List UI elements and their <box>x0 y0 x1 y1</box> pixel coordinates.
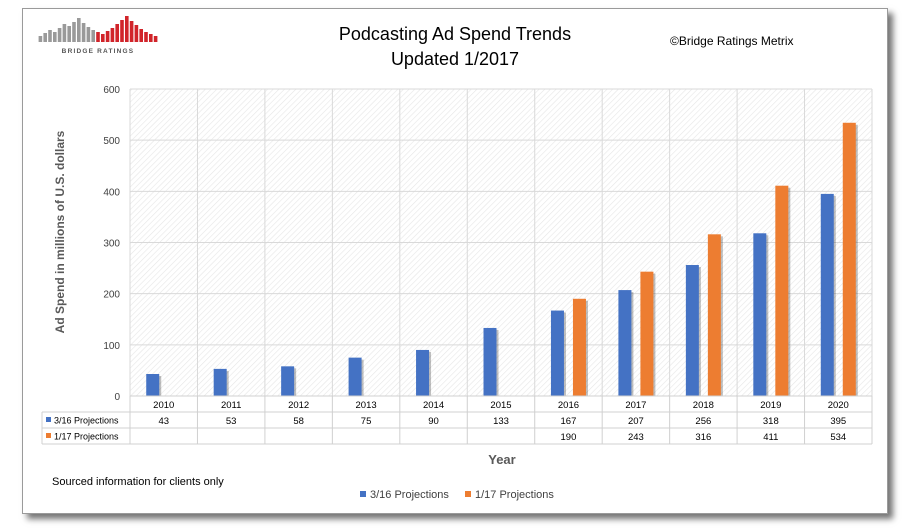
y-tick-label: 0 <box>114 392 120 403</box>
bar-series-2-2016 <box>572 298 586 396</box>
x-tick-label: 2015 <box>490 400 511 411</box>
logo-bar <box>96 32 100 42</box>
bar-series-1-2018 <box>685 265 699 396</box>
bar-series-1-2020 <box>820 193 834 396</box>
chart-title-line1: Podcasting Ad Spend Trends <box>338 24 572 44</box>
legend-swatch-series-1 <box>360 491 366 497</box>
logo-bar <box>153 36 158 42</box>
logo-bar <box>105 31 110 42</box>
bridge-ratings-logo: BRIDGE RATINGS <box>38 16 158 55</box>
data-label: 318 <box>763 416 779 427</box>
x-tick-label: 2011 <box>221 400 241 411</box>
logo-bar <box>48 30 52 42</box>
y-tick-label: 500 <box>103 136 120 147</box>
bar-series-2-2020 <box>842 122 856 397</box>
bar-series-2-2018 <box>707 234 721 396</box>
logo-bar <box>53 32 57 42</box>
y-tick-label: 100 <box>103 341 120 352</box>
bar-series-1-2017 <box>618 290 632 396</box>
logo-bar <box>129 21 134 42</box>
logo-bar <box>81 23 86 42</box>
data-label: 75 <box>361 416 372 427</box>
y-axis-label: Ad Spend in millions of U.S. dollars <box>53 130 67 334</box>
logo-bar <box>134 25 139 42</box>
logo-bar <box>120 20 124 42</box>
bar-series-1-2019 <box>753 233 767 396</box>
logo-bar <box>139 29 143 42</box>
bar-series-1-2013 <box>348 357 362 396</box>
bar-series-2-2019 <box>775 185 789 396</box>
logo-bar <box>67 26 71 42</box>
x-axis-label: Year <box>488 452 516 467</box>
y-tick-label: 300 <box>103 239 120 250</box>
legend-item-series-2: 1/17 Projections <box>465 489 554 501</box>
data-label: 90 <box>428 416 439 427</box>
data-label: 395 <box>830 416 846 427</box>
data-label: 190 <box>561 432 577 443</box>
x-tick-label: 2010 <box>153 400 174 411</box>
data-label: 243 <box>628 432 644 443</box>
y-tick-label: 400 <box>103 187 120 198</box>
logo-bar <box>144 32 148 42</box>
legend-label-series-1: 3/16 Projections <box>370 489 449 501</box>
bar-series-1-2014 <box>416 349 430 396</box>
legend-swatch-series-2 <box>465 491 471 497</box>
bar-series-1-2010 <box>146 373 160 396</box>
data-label: 53 <box>226 416 237 427</box>
data-label: 534 <box>830 432 846 443</box>
logo-bar <box>43 33 47 42</box>
bar-series-1-2016 <box>550 310 564 396</box>
data-label: 167 <box>561 416 577 427</box>
x-tick-label: 2016 <box>558 400 579 411</box>
y-tick-label: 600 <box>103 85 120 96</box>
bar-series-1-2011 <box>213 368 227 396</box>
logo-bar <box>125 16 129 42</box>
logo-bar <box>115 24 119 42</box>
legend-label-series-2: 1/17 Projections <box>475 489 554 501</box>
x-tick-label: 2019 <box>760 400 781 411</box>
data-label: 133 <box>493 416 509 427</box>
x-tick-label: 2020 <box>828 400 849 411</box>
logo-bar <box>101 34 105 42</box>
bar-series-1-2015 <box>483 327 497 396</box>
x-tick-label: 2012 <box>288 400 309 411</box>
data-label: 58 <box>293 416 304 427</box>
chart-title: Podcasting Ad Spend Trends Updated 1/201… <box>305 22 605 72</box>
data-label: 256 <box>695 416 711 427</box>
table-legend-key <box>46 433 51 438</box>
chart-title-line2: Updated 1/2017 <box>390 49 520 69</box>
data-label: 43 <box>158 416 169 427</box>
copyright-text: ©Bridge Ratings Metrix <box>670 34 794 48</box>
logo-bar <box>38 36 43 42</box>
legend-item-series-1: 3/16 Projections <box>360 489 449 501</box>
y-tick-label: 200 <box>103 290 120 301</box>
logo-text: BRIDGE RATINGS <box>62 48 135 55</box>
x-tick-label: 2014 <box>423 400 444 411</box>
logo-bar <box>110 28 115 42</box>
logo-bar <box>149 34 153 42</box>
x-tick-label: 2013 <box>356 400 377 411</box>
logo-bar <box>86 27 91 42</box>
bar-series-1-2012 <box>281 366 295 396</box>
source-note: Sourced information for clients only <box>52 476 224 488</box>
logo-bar <box>91 30 95 42</box>
logo-bar <box>77 18 81 42</box>
x-tick-label: 2018 <box>693 400 714 411</box>
table-legend-key <box>46 417 51 422</box>
data-label: 316 <box>695 432 711 443</box>
data-label: 207 <box>628 416 644 427</box>
x-tick-label: 2017 <box>625 400 646 411</box>
logo-bar <box>57 28 62 42</box>
logo-bar <box>72 22 76 42</box>
logo-bar <box>62 24 67 42</box>
data-label: 411 <box>763 432 778 443</box>
table-series-label: 1/17 Projections <box>54 432 119 442</box>
bar-series-2-2017 <box>640 271 654 396</box>
table-series-label: 3/16 Projections <box>54 416 119 426</box>
